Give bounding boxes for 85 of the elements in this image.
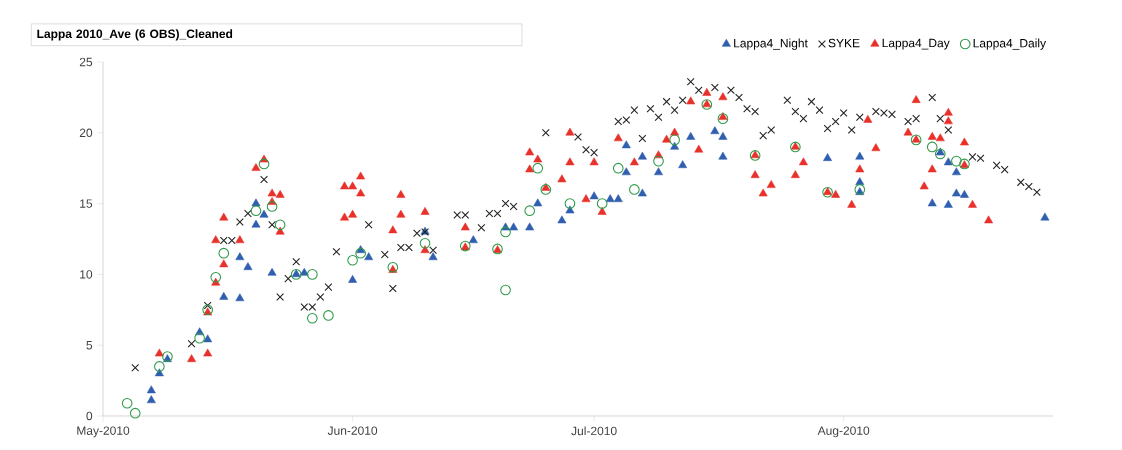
point xyxy=(605,194,615,203)
point xyxy=(718,131,728,140)
point xyxy=(934,148,946,160)
point xyxy=(855,151,865,160)
point xyxy=(347,254,358,266)
point xyxy=(557,215,567,224)
point xyxy=(926,141,938,153)
point xyxy=(710,126,720,135)
point xyxy=(218,247,230,259)
y-tick-label: 0 xyxy=(86,411,93,421)
point xyxy=(629,184,640,195)
y-tick-label: 25 xyxy=(79,57,93,67)
point xyxy=(524,205,536,217)
point xyxy=(565,205,575,214)
point xyxy=(621,140,631,149)
point xyxy=(250,205,262,217)
point xyxy=(146,395,156,404)
x-tick-label: Jun-2010 xyxy=(327,426,378,435)
point xyxy=(348,274,358,283)
point xyxy=(146,385,156,394)
point xyxy=(960,190,969,198)
point xyxy=(194,332,205,344)
x-tick-label: May-2010 xyxy=(77,426,130,438)
point xyxy=(621,167,631,176)
point xyxy=(154,361,165,372)
point xyxy=(306,269,318,280)
point xyxy=(323,310,334,321)
point xyxy=(243,262,253,270)
point xyxy=(525,222,535,231)
point xyxy=(235,293,245,302)
point xyxy=(1040,212,1050,221)
point xyxy=(589,191,599,200)
point xyxy=(203,334,213,343)
x-tick-label: Aug-2010 xyxy=(817,426,870,438)
point xyxy=(596,198,608,209)
point xyxy=(927,198,937,207)
point xyxy=(637,151,647,160)
legend-label: SYKE xyxy=(828,38,860,48)
point xyxy=(533,198,543,207)
point xyxy=(653,155,664,167)
point xyxy=(823,153,832,161)
point xyxy=(637,188,647,197)
legend-label: Lappa4_Night xyxy=(734,38,808,50)
point xyxy=(718,151,728,160)
point xyxy=(670,141,680,150)
point xyxy=(355,247,366,259)
y-tick-label: 10 xyxy=(80,270,93,279)
point xyxy=(669,134,680,146)
point xyxy=(500,284,511,296)
y-tick-label: 20 xyxy=(79,128,93,138)
point xyxy=(219,291,229,300)
point xyxy=(259,209,269,218)
point xyxy=(500,226,511,238)
point xyxy=(540,184,552,195)
y-tick-label: 5 xyxy=(86,341,93,350)
x-tick-label: Jul-2010 xyxy=(571,426,617,436)
point xyxy=(129,407,141,419)
point xyxy=(532,162,544,174)
point xyxy=(717,113,729,124)
point xyxy=(235,252,245,261)
point xyxy=(686,131,696,140)
point xyxy=(951,155,962,167)
point xyxy=(951,167,961,176)
point xyxy=(943,157,953,166)
point xyxy=(678,160,688,169)
point xyxy=(364,252,374,261)
point xyxy=(306,312,318,324)
point xyxy=(387,261,399,273)
point xyxy=(468,235,478,244)
legend-label: Lappa4_Day xyxy=(882,38,950,50)
point xyxy=(943,199,953,208)
point xyxy=(267,267,277,276)
y-tick-label: 15 xyxy=(80,199,93,208)
point xyxy=(951,188,961,197)
legend-label: Lappa4_Daily xyxy=(973,38,1047,50)
point xyxy=(509,222,519,231)
point xyxy=(428,252,438,261)
chart-title: Lappa 2010_Ave (6 OBS)_Cleaned xyxy=(37,29,233,41)
point xyxy=(121,397,133,409)
point xyxy=(612,162,624,174)
point xyxy=(613,194,623,203)
point xyxy=(564,198,576,209)
point xyxy=(654,167,663,176)
point xyxy=(251,219,261,228)
point xyxy=(935,147,945,156)
